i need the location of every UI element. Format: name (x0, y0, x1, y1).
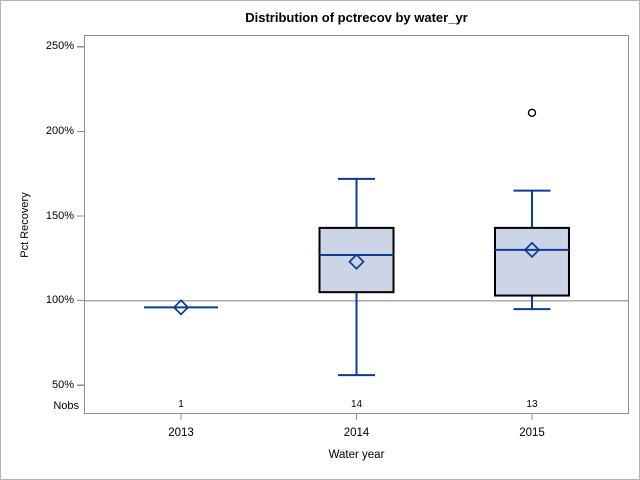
y-tick-label: 150% (45, 209, 74, 222)
y-tick-label: 50% (51, 378, 74, 391)
x-tick-label: 2015 (519, 427, 545, 439)
box-2015 (493, 226, 570, 297)
x-tick-label: 2014 (343, 427, 370, 439)
nobs-value: 1 (178, 399, 184, 410)
y-tick-label: 100% (45, 294, 74, 307)
x-tick-label: 2013 (168, 427, 194, 439)
plot-border (83, 34, 630, 415)
mean-marker-2015 (523, 241, 541, 259)
nobs-row-label: Nobs (53, 400, 79, 412)
chart-title: Distribution of pctrecov by water_yr (245, 10, 468, 25)
nobs-value: 13 (526, 399, 538, 410)
x-axis-title: Water year (328, 449, 385, 461)
box-2014 (318, 226, 395, 294)
outlier-point-2015 (527, 108, 537, 118)
nobs-value: 14 (350, 399, 363, 410)
y-tick-label: 250% (45, 40, 74, 53)
y-tick-label: 200% (45, 124, 74, 137)
mean-marker-2013 (172, 299, 190, 316)
mean-marker-2014 (348, 253, 365, 270)
y-axis-title: Pct Recovery (19, 192, 31, 258)
